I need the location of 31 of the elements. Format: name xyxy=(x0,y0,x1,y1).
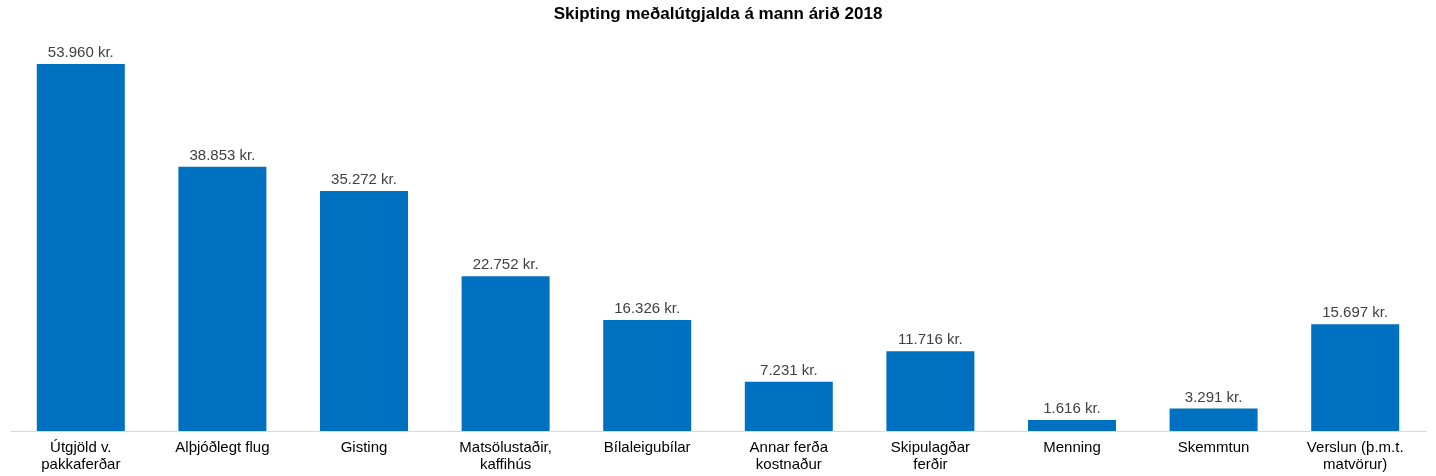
bar xyxy=(461,276,550,431)
data-label: 38.853 kr. xyxy=(189,145,256,163)
bar xyxy=(603,319,692,431)
bar xyxy=(744,381,833,431)
data-label: 16.326 kr. xyxy=(614,298,681,316)
bar xyxy=(1311,324,1400,431)
data-label: 1.616 kr. xyxy=(1043,399,1101,417)
x-tick-label: Skemmtun xyxy=(1177,437,1250,455)
data-label: 22.752 kr. xyxy=(472,255,539,273)
bar xyxy=(1169,408,1258,431)
bar xyxy=(320,191,408,431)
chart-title: Skipting meðalútgjalda á mann árið 2018 xyxy=(553,4,883,23)
x-tick-label: Menning xyxy=(1043,437,1101,455)
data-label: 53.960 kr. xyxy=(47,43,114,60)
data-label: 11.716 kr. xyxy=(898,330,963,348)
bar xyxy=(36,64,125,431)
bar xyxy=(886,351,975,431)
x-tick-label: Matsölustaðir, kaffihús xyxy=(459,437,552,472)
bar xyxy=(1028,420,1116,431)
data-label: 35.272 kr. xyxy=(331,170,397,188)
x-tick-label: Útgjöld v. pakkaferðar xyxy=(41,437,121,472)
x-tick-label: Alþjóðlegt flug xyxy=(175,437,270,455)
x-tick-label: Bílaleigubílar xyxy=(603,437,691,455)
data-label: 15.697 kr. xyxy=(1322,303,1389,321)
data-label: 3.291 kr. xyxy=(1184,387,1243,405)
x-tick-label: Skipulagðar ferðir xyxy=(890,437,971,472)
bar xyxy=(178,166,267,431)
x-tick-label: Annar ferða kostnaður xyxy=(749,437,829,472)
data-label: 7.231 kr. xyxy=(760,360,818,378)
x-tick-label: Verslun (þ.m.t. matvörur) xyxy=(1306,437,1404,472)
x-tick-label: Gisting xyxy=(340,437,388,455)
